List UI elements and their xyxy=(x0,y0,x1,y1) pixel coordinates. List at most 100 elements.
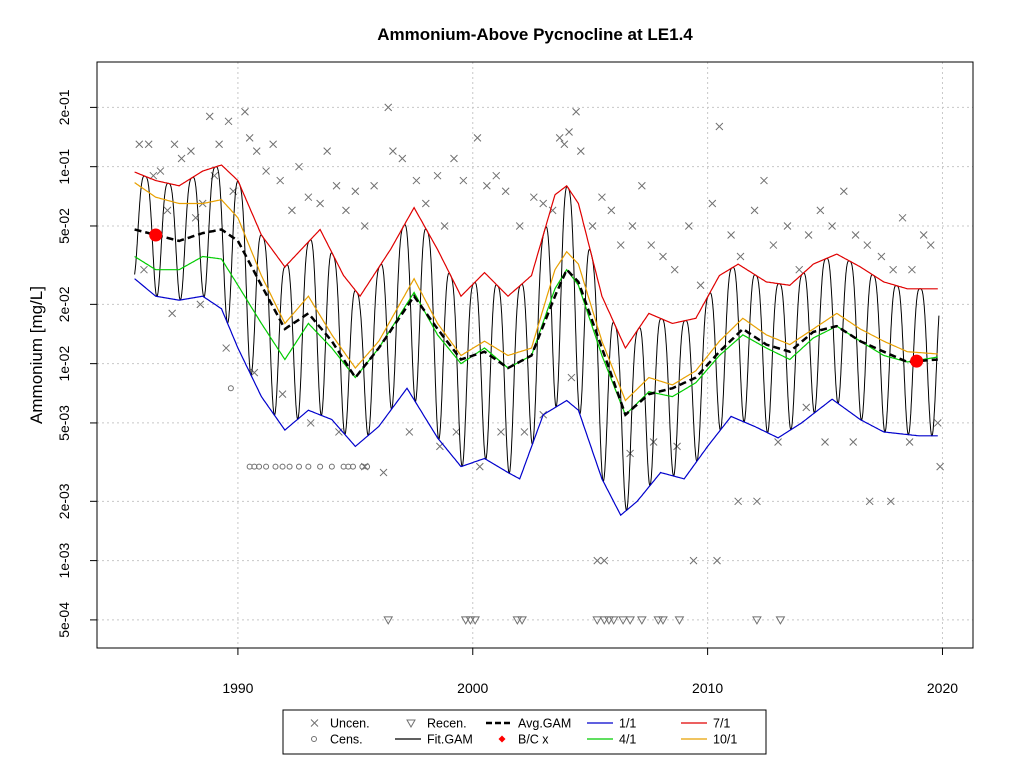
uncensored-point xyxy=(421,199,430,208)
uncensored-point xyxy=(245,134,254,142)
uncensored-point xyxy=(539,199,548,208)
y-tick-label: 1e-01 xyxy=(56,149,72,185)
uncensored-point xyxy=(908,265,916,274)
uncensored-point xyxy=(452,428,461,436)
uncensored-point xyxy=(177,154,186,163)
uncensored-point xyxy=(370,181,378,190)
y-axis-label: Ammonium [mg/L] xyxy=(27,286,46,424)
uncensored-point xyxy=(163,206,172,215)
uncensored-point xyxy=(804,231,813,239)
recensored-point xyxy=(636,616,647,625)
legend-item: Cens. xyxy=(311,733,363,747)
legend-label: Uncen. xyxy=(330,717,370,731)
legend-item: 10/1 xyxy=(681,733,737,747)
uncensored-point xyxy=(851,231,860,239)
uncensored-point xyxy=(459,176,468,185)
x-tick-label: 2020 xyxy=(927,680,958,696)
y-tick-label: 2e-01 xyxy=(56,89,72,125)
censored-point xyxy=(256,463,263,470)
legend-label: Recen. xyxy=(427,717,467,731)
uncensored-point xyxy=(276,176,285,185)
uncensored-point xyxy=(708,199,717,208)
bc-points xyxy=(149,228,924,368)
uncensored-point xyxy=(673,442,681,451)
avg-gam-line xyxy=(134,228,938,417)
uncensored-point xyxy=(593,556,602,565)
recensored-point xyxy=(653,616,664,625)
quantile-curves xyxy=(134,164,938,517)
uncensored-point xyxy=(649,438,658,446)
censored-points xyxy=(227,385,371,470)
legend-circle-icon xyxy=(311,736,317,742)
censored-point xyxy=(295,463,302,470)
uncensored-point xyxy=(288,206,296,215)
legend-item: Avg.GAM xyxy=(486,717,571,731)
avg-gam-path xyxy=(134,228,938,417)
legend-label: B/C x xyxy=(518,733,549,747)
uncensored-point xyxy=(670,265,679,274)
uncensored-point xyxy=(628,222,637,230)
uncensored-point xyxy=(560,140,569,149)
uncensored-point xyxy=(689,556,698,565)
legend-item: Recen. xyxy=(406,717,467,731)
uncensored-point xyxy=(215,140,223,149)
y-axis: 5e-04 1e-03 2e-03 5e-03 1e-02 2e-02 5e-02 1e-01… xyxy=(56,89,97,638)
uncensored-point xyxy=(734,497,743,506)
legend-item: 4/1 xyxy=(587,733,636,747)
series-1-1-line xyxy=(134,278,938,517)
uncensored-point xyxy=(715,122,724,131)
uncensored-point xyxy=(335,428,343,436)
uncensored-point xyxy=(384,103,393,112)
uncensored-point xyxy=(905,438,914,446)
uncensored-point xyxy=(398,154,407,163)
legend-triangle-icon xyxy=(406,719,416,729)
uncensored-point xyxy=(839,187,848,196)
uncensored-point xyxy=(647,241,656,249)
recensored-point xyxy=(604,616,614,625)
uncensored-point xyxy=(713,556,721,565)
uncensored-point xyxy=(795,265,804,274)
y-tick-label: 5e-03 xyxy=(56,405,72,441)
uncensored-point xyxy=(638,181,646,190)
uncensored-point xyxy=(187,147,195,155)
uncensored-point xyxy=(877,252,886,261)
uncensored-point xyxy=(135,140,144,149)
y-tick-label: 1e-02 xyxy=(56,346,72,382)
uncensored-point xyxy=(405,428,414,436)
uncensored-point xyxy=(379,468,388,477)
y-tick-label: 2e-03 xyxy=(56,483,72,519)
uncensored-point xyxy=(828,222,836,230)
uncensored-point xyxy=(849,438,858,446)
uncensored-point xyxy=(821,438,829,446)
uncensored-point xyxy=(316,199,324,208)
uncensored-point xyxy=(919,231,928,239)
series-10-1-line xyxy=(134,182,938,402)
recensored-point xyxy=(460,616,471,625)
uncensored-point xyxy=(475,462,484,471)
bc-point xyxy=(149,228,163,242)
censored-point xyxy=(328,463,335,470)
recensored-point xyxy=(470,616,480,625)
censored-point xyxy=(227,385,234,392)
censored-point xyxy=(317,463,324,470)
uncensored-point xyxy=(170,140,179,149)
censored-point xyxy=(279,463,286,470)
series-7-1-line xyxy=(134,164,938,350)
legend-label: 7/1 xyxy=(713,717,730,731)
uncensored-point xyxy=(696,281,705,290)
uncensored-point xyxy=(332,181,341,190)
legend-label: Cens. xyxy=(330,733,363,747)
bc-point xyxy=(910,354,924,368)
uncensored-point xyxy=(572,107,580,116)
legend-label: 10/1 xyxy=(713,733,737,747)
uncensored-point xyxy=(753,497,761,506)
uncensored-point xyxy=(774,438,782,446)
uncensored-point xyxy=(659,252,667,261)
uncensored-point xyxy=(241,107,249,116)
x-tick-label: 1990 xyxy=(222,680,253,696)
uncensored-point xyxy=(360,222,369,230)
recensored-point xyxy=(512,616,523,625)
legend-item: 1/1 xyxy=(587,717,636,731)
censored-point xyxy=(263,463,270,470)
